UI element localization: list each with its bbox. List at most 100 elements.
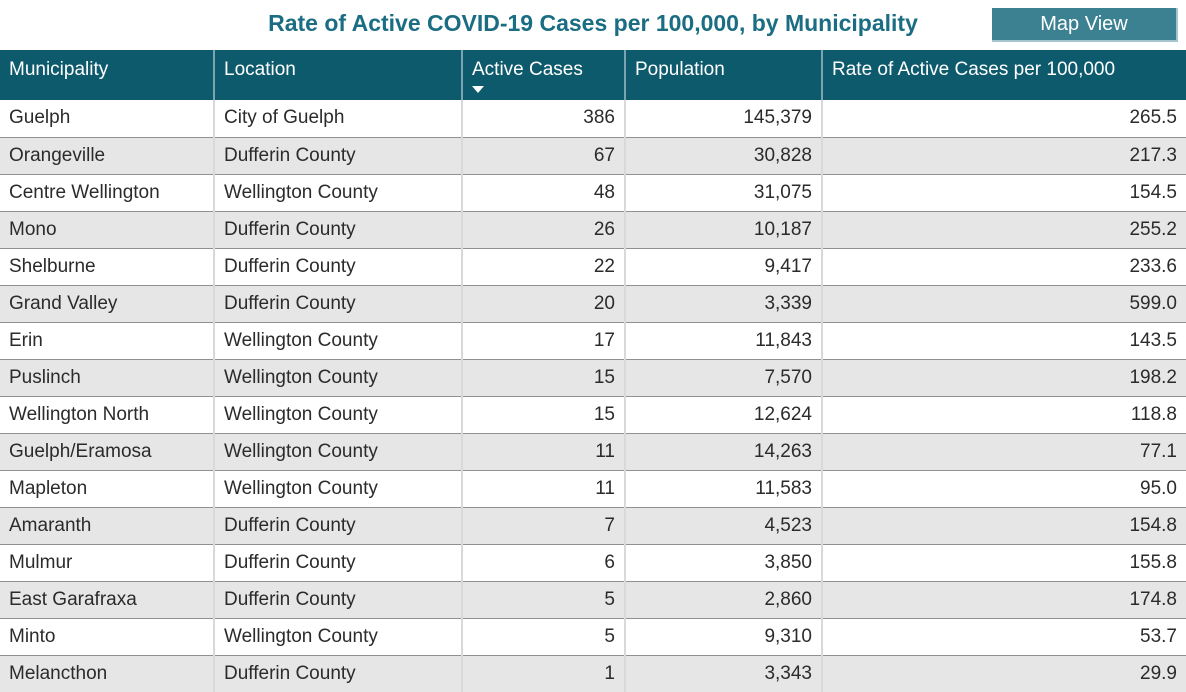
page-title: Rate of Active COVID-19 Cases per 100,00… bbox=[268, 10, 918, 36]
cell-location: Wellington County bbox=[213, 359, 462, 397]
cell-population: 9,417 bbox=[624, 248, 822, 286]
cell-rate: 143.5 bbox=[821, 322, 1186, 360]
table-row[interactable]: Guelph City of Guelph 386 145,379 265.5 bbox=[0, 100, 1186, 138]
cell-municipality: Wellington North bbox=[0, 396, 214, 434]
cell-rate: 53.7 bbox=[821, 618, 1186, 656]
cell-municipality: Minto bbox=[0, 618, 214, 656]
table-row[interactable]: Puslinch Wellington County 15 7,570 198.2 bbox=[0, 359, 1186, 397]
cell-municipality: Guelph/Eramosa bbox=[0, 433, 214, 471]
cell-location: Dufferin County bbox=[213, 248, 462, 286]
cell-municipality: Guelph bbox=[0, 100, 214, 138]
cell-active-cases: 5 bbox=[461, 581, 625, 619]
cell-rate: 217.3 bbox=[821, 137, 1186, 175]
cell-population: 30,828 bbox=[624, 137, 822, 175]
cell-location: Wellington County bbox=[213, 322, 462, 360]
cell-rate: 77.1 bbox=[821, 433, 1186, 471]
cell-rate: 233.6 bbox=[821, 248, 1186, 286]
cell-municipality: Puslinch bbox=[0, 359, 214, 397]
table-row[interactable]: Mulmur Dufferin County 6 3,850 155.8 bbox=[0, 544, 1186, 582]
table-row[interactable]: Wellington North Wellington County 15 12,62… bbox=[0, 396, 1186, 434]
cell-active-cases: 11 bbox=[461, 470, 625, 508]
cell-rate: 265.5 bbox=[821, 100, 1186, 138]
table-body: Guelph City of Guelph 386 145,379 265.5 Orang… bbox=[0, 100, 1186, 692]
cell-municipality: Erin bbox=[0, 322, 214, 360]
cell-population: 11,843 bbox=[624, 322, 822, 360]
cell-location: Dufferin County bbox=[213, 544, 462, 582]
table-row[interactable]: Melancthon Dufferin County 1 3,343 29.9 bbox=[0, 655, 1186, 692]
cell-rate: 154.8 bbox=[821, 507, 1186, 545]
cell-municipality: Centre Wellington bbox=[0, 174, 214, 212]
cell-location: Wellington County bbox=[213, 618, 462, 656]
table-row[interactable]: Orangeville Dufferin County 67 30,828 217.3 bbox=[0, 137, 1186, 175]
column-header-label: Municipality bbox=[9, 59, 109, 80]
table-row[interactable]: Mono Dufferin County 26 10,187 255.2 bbox=[0, 211, 1186, 249]
cell-active-cases: 20 bbox=[461, 285, 625, 323]
covid-rate-table: Municipality Location Active Cases Popul… bbox=[0, 50, 1186, 692]
table-row[interactable]: Mapleton Wellington County 11 11,583 95.0 bbox=[0, 470, 1186, 508]
cell-location: Wellington County bbox=[213, 396, 462, 434]
cell-population: 145,379 bbox=[624, 100, 822, 138]
table-row[interactable]: Amaranth Dufferin County 7 4,523 154.8 bbox=[0, 507, 1186, 545]
cell-population: 4,523 bbox=[624, 507, 822, 545]
table-row[interactable]: Minto Wellington County 5 9,310 53.7 bbox=[0, 618, 1186, 656]
cell-active-cases: 386 bbox=[461, 100, 625, 138]
cell-population: 2,860 bbox=[624, 581, 822, 619]
cell-municipality: East Garafraxa bbox=[0, 581, 214, 619]
cell-active-cases: 7 bbox=[461, 507, 625, 545]
column-header-municipality[interactable]: Municipality bbox=[0, 50, 214, 100]
cell-active-cases: 15 bbox=[461, 396, 625, 434]
column-header-label: Location bbox=[224, 59, 296, 80]
cell-active-cases: 15 bbox=[461, 359, 625, 397]
cell-population: 9,310 bbox=[624, 618, 822, 656]
column-header-location[interactable]: Location bbox=[213, 50, 462, 100]
cell-active-cases: 48 bbox=[461, 174, 625, 212]
cell-population: 7,570 bbox=[624, 359, 822, 397]
table-header: Municipality Location Active Cases Popul… bbox=[0, 50, 1186, 100]
table-row[interactable]: Guelph/Eramosa Wellington County 11 14,263 7… bbox=[0, 433, 1186, 471]
cell-rate: 255.2 bbox=[821, 211, 1186, 249]
cell-location: City of Guelph bbox=[213, 100, 462, 138]
cell-location: Wellington County bbox=[213, 470, 462, 508]
cell-location: Dufferin County bbox=[213, 211, 462, 249]
cell-location: Wellington County bbox=[213, 433, 462, 471]
column-header-rate[interactable]: Rate of Active Cases per 100,000 bbox=[821, 50, 1186, 100]
table-row[interactable]: Shelburne Dufferin County 22 9,417 233.6 bbox=[0, 248, 1186, 286]
cell-active-cases: 22 bbox=[461, 248, 625, 286]
cell-active-cases: 67 bbox=[461, 137, 625, 175]
cell-active-cases: 1 bbox=[461, 655, 625, 692]
table-row[interactable]: East Garafraxa Dufferin County 5 2,860 174.8 bbox=[0, 581, 1186, 619]
cell-active-cases: 6 bbox=[461, 544, 625, 582]
cell-rate: 198.2 bbox=[821, 359, 1186, 397]
cell-municipality: Grand Valley bbox=[0, 285, 214, 323]
cell-population: 31,075 bbox=[624, 174, 822, 212]
cell-active-cases: 26 bbox=[461, 211, 625, 249]
cell-population: 12,624 bbox=[624, 396, 822, 434]
cell-location: Dufferin County bbox=[213, 137, 462, 175]
table-row[interactable]: Centre Wellington Wellington County 48 31,0… bbox=[0, 174, 1186, 212]
cell-active-cases: 5 bbox=[461, 618, 625, 656]
cell-municipality: Amaranth bbox=[0, 507, 214, 545]
column-header-label: Active Cases bbox=[472, 59, 583, 80]
column-header-label: Rate of Active Cases per 100,000 bbox=[832, 59, 1116, 80]
cell-population: 3,343 bbox=[624, 655, 822, 692]
cell-municipality: Mono bbox=[0, 211, 214, 249]
cell-rate: 154.5 bbox=[821, 174, 1186, 212]
column-header-population[interactable]: Population bbox=[624, 50, 822, 100]
map-view-button[interactable]: Map View bbox=[992, 8, 1178, 42]
table-row[interactable]: Grand Valley Dufferin County 20 3,339 599.0 bbox=[0, 285, 1186, 323]
cell-rate: 155.8 bbox=[821, 544, 1186, 582]
cell-population: 14,263 bbox=[624, 433, 822, 471]
cell-rate: 118.8 bbox=[821, 396, 1186, 434]
cell-location: Wellington County bbox=[213, 174, 462, 212]
cell-population: 3,339 bbox=[624, 285, 822, 323]
cell-municipality: Mulmur bbox=[0, 544, 214, 582]
cell-population: 10,187 bbox=[624, 211, 822, 249]
table-row[interactable]: Erin Wellington County 17 11,843 143.5 bbox=[0, 322, 1186, 360]
top-bar: Rate of Active COVID-19 Cases per 100,00… bbox=[0, 0, 1186, 50]
cell-location: Dufferin County bbox=[213, 285, 462, 323]
cell-rate: 174.8 bbox=[821, 581, 1186, 619]
column-header-active-cases[interactable]: Active Cases bbox=[461, 50, 625, 100]
cell-population: 3,850 bbox=[624, 544, 822, 582]
cell-municipality: Mapleton bbox=[0, 470, 214, 508]
